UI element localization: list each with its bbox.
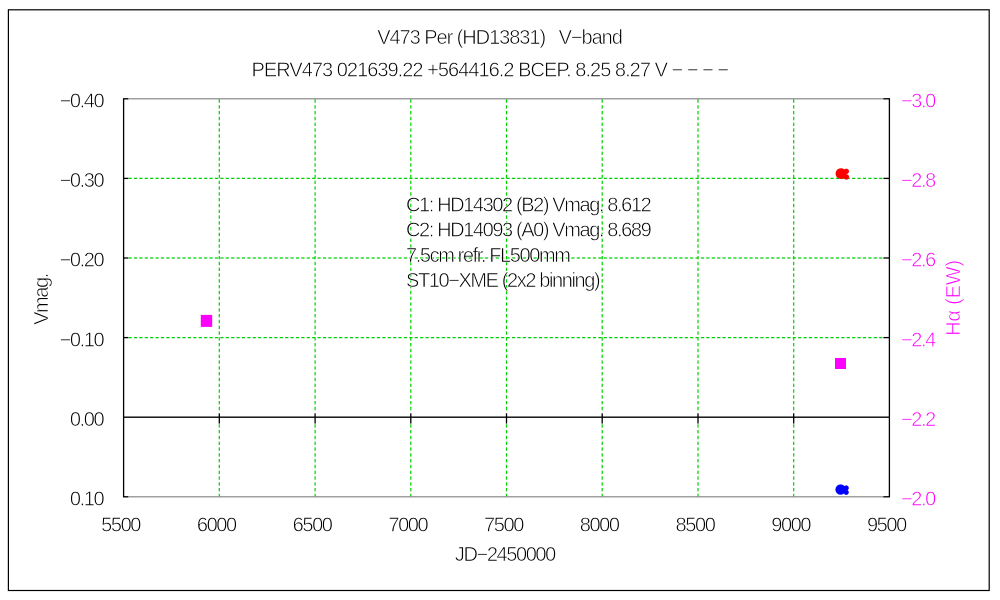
- svg-text:PERV473 021639.22 +564416.2 BC: PERV473 021639.22 +564416.2 BCEP. 8.25 8…: [252, 60, 729, 82]
- svg-text:−0.10: −0.10: [60, 329, 105, 351]
- svg-text:0.10: 0.10: [70, 489, 105, 511]
- svg-text:−2.6: −2.6: [901, 250, 936, 272]
- svg-text:V473 Per (HD13831) V−band: V473 Per (HD13831) V−band: [377, 27, 622, 49]
- svg-text:5500: 5500: [101, 515, 141, 537]
- svg-text:7500: 7500: [484, 515, 524, 537]
- svg-text:C2: HD14093 (A0) Vmag. 8.689: C2: HD14093 (A0) Vmag. 8.689: [406, 220, 652, 242]
- svg-text:8500: 8500: [676, 515, 716, 537]
- svg-text:−0.40: −0.40: [60, 91, 105, 113]
- svg-text:6000: 6000: [197, 515, 237, 537]
- svg-text:9000: 9000: [771, 515, 811, 537]
- svg-text:−2.2: −2.2: [901, 409, 936, 431]
- svg-text:−2.0: −2.0: [901, 489, 936, 511]
- svg-text:−0.30: −0.30: [60, 170, 105, 192]
- svg-text:−3.0: −3.0: [901, 91, 936, 113]
- svg-text:Hα (EW): Hα (EW): [943, 260, 965, 336]
- svg-text:−2.8: −2.8: [901, 170, 936, 192]
- svg-text:7.5cm refr. FL500mm: 7.5cm refr. FL500mm: [406, 245, 570, 267]
- svg-text:Vmag.: Vmag.: [31, 274, 53, 325]
- svg-text:7000: 7000: [388, 515, 428, 537]
- svg-text:9500: 9500: [867, 515, 907, 537]
- svg-text:8000: 8000: [580, 515, 620, 537]
- svg-text:0.00: 0.00: [70, 409, 105, 431]
- svg-text:JD−2450000: JD−2450000: [455, 544, 556, 566]
- svg-text:C1: HD14302 (B2) Vmag. 8.612: C1: HD14302 (B2) Vmag. 8.612: [406, 195, 652, 217]
- svg-text:−2.4: −2.4: [901, 329, 936, 351]
- svg-text:−0.20: −0.20: [60, 250, 105, 272]
- svg-text:ST10−XME (2x2 binning): ST10−XME (2x2 binning): [406, 270, 600, 292]
- svg-text:6500: 6500: [293, 515, 333, 537]
